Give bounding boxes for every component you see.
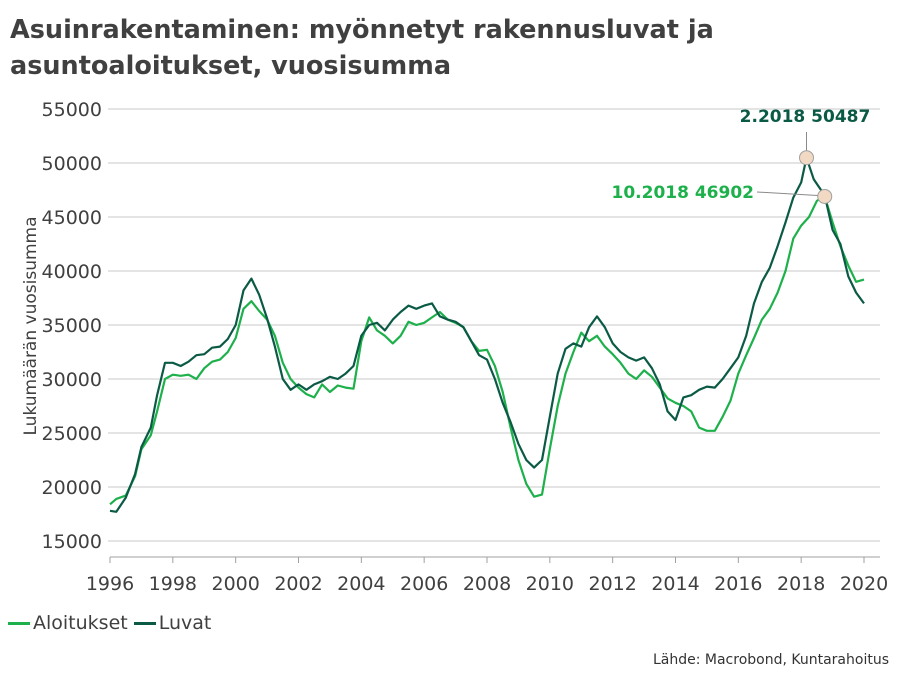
- x-tick-labels: 1996 1998 2000 2002 2004 2006 2008 2010 2012 2014…: [86, 557, 888, 595]
- legend-swatch-luvat: [133, 621, 156, 625]
- y-tick-label: 15000: [42, 531, 102, 553]
- annotation-label-aloitukset: 10.2018 46902: [612, 183, 755, 203]
- chart-title: Asuinrakentaminen: myönnetyt rakennusluv…: [10, 12, 900, 84]
- chart-title-line-1: Asuinrakentaminen: myönnetyt rakennusluv…: [10, 15, 714, 45]
- x-tick-label: 2014: [651, 573, 699, 595]
- y-axis-label: Lukumäärän vuosisumma: [21, 216, 41, 435]
- source-note: Lähde: Macrobond, Kuntarahoitus: [652, 652, 889, 668]
- x-tick-label: 1996: [86, 573, 134, 595]
- series-line-luvat: [109, 156, 865, 513]
- x-tick-label: 2018: [777, 573, 825, 595]
- annotations: 2.2018 50487 10.2018 46902: [612, 107, 871, 204]
- annotation-leader-aloitukset: [756, 191, 818, 196]
- legend-item-luvat: Luvat: [133, 612, 212, 634]
- y-tick-label: 25000: [42, 423, 102, 445]
- legend-swatch-aloitukset: [8, 621, 30, 625]
- annotation-marker-luvat: [799, 150, 815, 166]
- x-tick-label: 1998: [149, 573, 197, 595]
- y-tick-labels: 15000 20000 25000 30000 35000 40000 45000 50000…: [42, 99, 102, 553]
- series-lines: [109, 156, 865, 513]
- series-line-aloitukset: [109, 195, 865, 506]
- legend-item-aloitukset: Aloitukset: [8, 612, 128, 634]
- y-tick-label: 55000: [42, 99, 102, 121]
- x-tick-label: 2016: [714, 573, 762, 595]
- x-tick-label: 2008: [463, 573, 511, 595]
- y-tick-label: 40000: [42, 261, 102, 283]
- x-tick-label: 2020: [840, 573, 888, 595]
- legend-label-aloitukset: Aloitukset: [33, 612, 128, 634]
- x-tick-label: 2010: [526, 573, 574, 595]
- legend: Aloitukset Luvat: [8, 612, 217, 634]
- grid-lines: [108, 108, 880, 542]
- x-tick-label: 2004: [337, 573, 385, 595]
- x-tick-label: 2012: [588, 573, 636, 595]
- annotation-marker-aloitukset: [817, 188, 833, 204]
- y-tick-label: 50000: [42, 153, 102, 175]
- annotation-label-luvat: 2.2018 50487: [740, 107, 871, 127]
- y-tick-label: 35000: [42, 315, 102, 337]
- y-tick-label: 20000: [42, 477, 102, 499]
- x-tick-label: 2000: [211, 573, 259, 595]
- x-tick-label: 2006: [400, 573, 448, 595]
- legend-label-luvat: Luvat: [158, 612, 212, 634]
- y-tick-label: 30000: [42, 369, 102, 391]
- chart-title-line-2: asuntoaloitukset, vuosisumma: [10, 51, 452, 81]
- y-tick-label: 45000: [42, 207, 102, 229]
- x-tick-label: 2002: [274, 573, 322, 595]
